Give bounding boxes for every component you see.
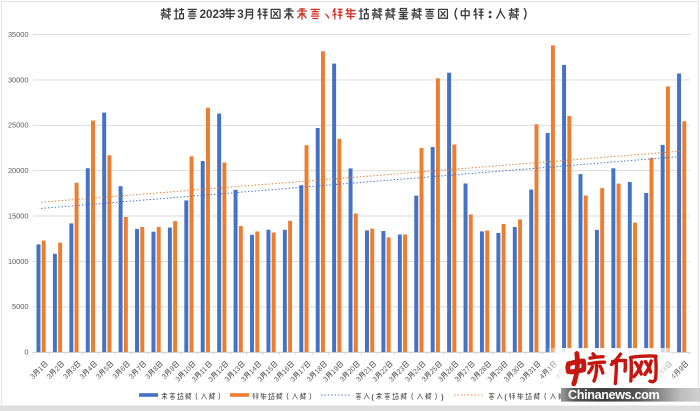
svg-text:15000: 15000 [8, 211, 29, 220]
svg-text:3: 3 [273, 375, 281, 383]
svg-text:12: 12 [215, 365, 226, 376]
svg-text:(: ( [371, 392, 374, 401]
svg-text:3: 3 [404, 375, 412, 383]
svg-text:3: 3 [45, 372, 53, 380]
svg-text:20000: 20000 [8, 166, 29, 175]
svg-text:27: 27 [461, 365, 472, 376]
svg-text:1: 1 [37, 365, 45, 373]
svg-text:3: 3 [70, 365, 78, 373]
svg-text:2023: 2023 [200, 8, 226, 21]
svg-text:13: 13 [231, 365, 242, 376]
svg-text:5000: 5000 [12, 302, 28, 311]
svg-text:22: 22 [379, 365, 390, 376]
svg-text:4: 4 [538, 372, 546, 380]
svg-text:(: ( [504, 392, 507, 401]
svg-text:3: 3 [453, 375, 461, 383]
svg-text:26: 26 [445, 365, 456, 376]
svg-text:3: 3 [437, 375, 445, 383]
svg-text:3: 3 [160, 372, 168, 380]
svg-text:3: 3 [237, 8, 244, 21]
svg-text:15: 15 [264, 365, 275, 376]
svg-text:25: 25 [428, 365, 439, 376]
svg-text:3: 3 [144, 372, 152, 380]
svg-text:3: 3 [207, 375, 215, 383]
svg-text:10: 10 [182, 365, 193, 376]
svg-text:18: 18 [313, 365, 324, 376]
svg-text:3: 3 [256, 375, 264, 383]
svg-text:Chinanews.com: Chinanews.com [568, 388, 659, 402]
svg-text:21: 21 [362, 365, 373, 376]
svg-text:3: 3 [78, 372, 86, 380]
svg-text:): ) [441, 392, 444, 401]
svg-text:10000: 10000 [8, 257, 29, 266]
svg-text:3: 3 [223, 375, 231, 383]
svg-text:3: 3 [111, 372, 119, 380]
svg-text:3: 3 [62, 372, 70, 380]
svg-text:3: 3 [322, 375, 330, 383]
svg-text:7: 7 [135, 365, 143, 373]
svg-text:5: 5 [102, 365, 110, 373]
svg-text:3: 3 [305, 375, 313, 383]
svg-text:28: 28 [477, 365, 488, 376]
svg-text:3: 3 [29, 372, 37, 380]
svg-text:3: 3 [387, 375, 395, 383]
svg-text:29: 29 [494, 365, 505, 376]
svg-text:9: 9 [168, 365, 176, 373]
svg-text:23: 23 [395, 365, 406, 376]
svg-text:3: 3 [338, 375, 346, 383]
svg-text:3: 3 [502, 375, 510, 383]
svg-text:6: 6 [119, 365, 127, 373]
svg-text:3: 3 [371, 375, 379, 383]
svg-text:3: 3 [289, 375, 297, 383]
svg-text:19: 19 [330, 365, 341, 376]
svg-text:3: 3 [486, 375, 494, 383]
svg-text:14: 14 [247, 365, 258, 376]
svg-text:3: 3 [95, 372, 103, 380]
svg-text:3: 3 [470, 375, 478, 383]
svg-text:2: 2 [53, 365, 61, 373]
svg-text:3: 3 [519, 375, 527, 383]
svg-text:3: 3 [174, 375, 182, 383]
svg-text:3: 3 [240, 375, 248, 383]
svg-text:30000: 30000 [8, 75, 29, 84]
svg-text:35000: 35000 [8, 30, 29, 39]
svg-text:9: 9 [677, 365, 685, 373]
svg-text:20: 20 [346, 365, 357, 376]
svg-text:11: 11 [198, 365, 209, 376]
svg-text:3: 3 [420, 375, 428, 383]
svg-text:31: 31 [527, 365, 538, 376]
svg-text:16: 16 [280, 365, 291, 376]
svg-text:0: 0 [24, 348, 28, 357]
svg-text:4: 4 [86, 365, 94, 373]
svg-text:3: 3 [190, 375, 198, 383]
svg-text:8: 8 [152, 365, 160, 373]
svg-text:24: 24 [412, 365, 423, 376]
svg-text:17: 17 [297, 365, 308, 376]
svg-text:3: 3 [355, 375, 363, 383]
svg-text:25000: 25000 [8, 121, 29, 130]
svg-text:30: 30 [510, 365, 521, 376]
svg-text:3: 3 [127, 372, 135, 380]
